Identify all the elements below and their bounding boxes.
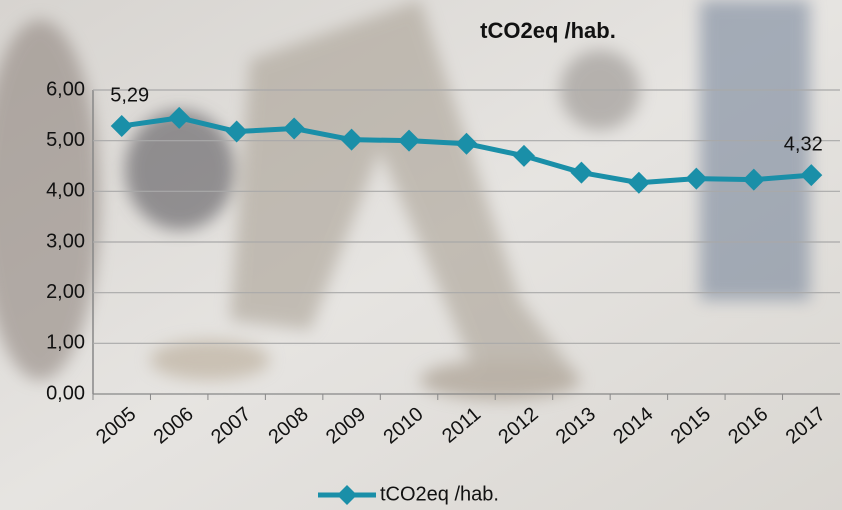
y-tick-label: 6,00 <box>46 78 85 100</box>
chart: tCO2eq /hab. 0,00 1,00 2,00 3,00 4,00 5,00 6,0… <box>0 0 842 510</box>
data-label: 4,32 <box>784 133 823 155</box>
y-tick-label: 0,00 <box>46 382 85 404</box>
y-tick-label: 4,00 <box>46 180 85 202</box>
y-tick-label: 2,00 <box>46 281 85 303</box>
legend-label: tCO2eq /hab. <box>380 483 499 505</box>
chart-title: tCO2eq /hab. <box>480 18 616 43</box>
data-label: 5,29 <box>110 84 149 106</box>
y-tick-label: 5,00 <box>46 129 85 151</box>
y-tick-label: 3,00 <box>46 230 85 252</box>
y-tick-label: 1,00 <box>46 332 85 354</box>
